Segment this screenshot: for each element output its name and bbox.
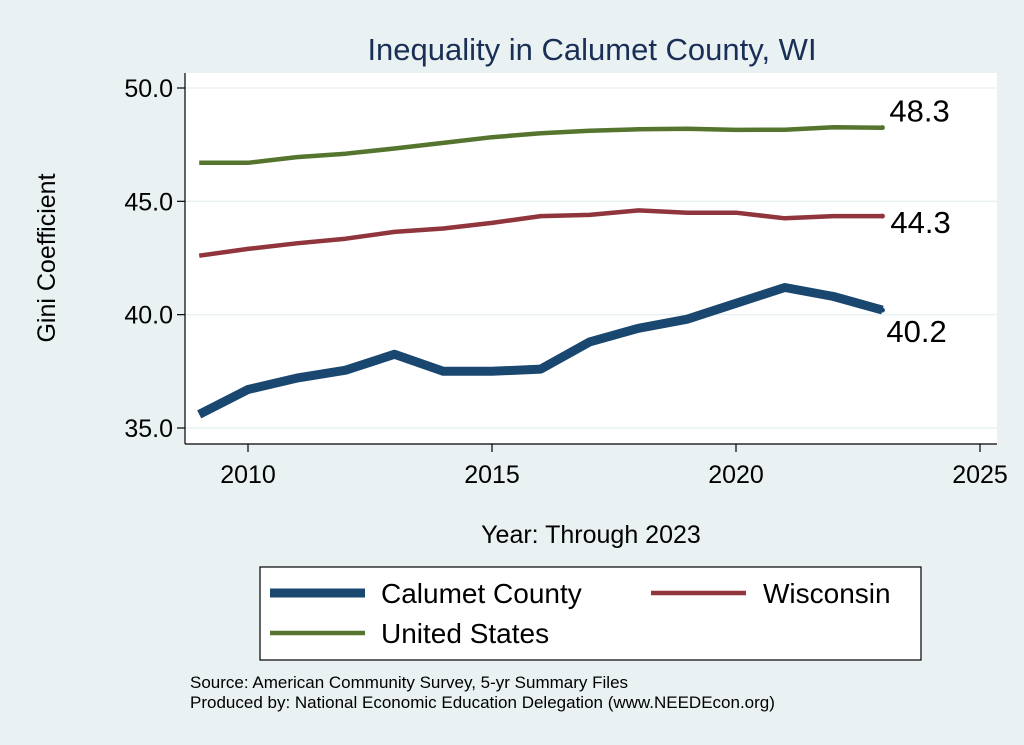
y-tick-label-2: 45.0 [124, 188, 173, 216]
series-lines [197, 124, 885, 419]
legend: Calumet County Wisconsin United States [259, 566, 922, 661]
y-tick-label-0: 35.0 [124, 415, 173, 443]
legend-label-wisconsin: Wisconsin [763, 578, 891, 609]
y-axis-title: Gini Coefficient [33, 173, 61, 342]
producer-note: Produced by: National Economic Education… [190, 693, 775, 712]
legend-label-united-states: United States [381, 618, 549, 649]
legend-box [259, 566, 922, 661]
series-end-marker-united-states [879, 125, 885, 131]
end-labels: 40.2 44.3 48.3 [886, 94, 950, 349]
series-line-united-states [199, 124, 883, 166]
legend-label-calumet-county: Calumet County [381, 578, 582, 609]
x-ticks: 2010 2015 2020 2025 [220, 444, 1008, 489]
series-line-wisconsin [198, 208, 883, 258]
axes [184, 73, 997, 445]
end-label-calumet-county: 40.2 [886, 314, 946, 349]
x-tick-label-0: 2010 [220, 461, 276, 489]
plot-area [185, 73, 997, 444]
source-note: Source: American Community Survey, 5-yr … [190, 673, 628, 692]
x-tick-label-3: 2025 [952, 461, 1008, 489]
x-tick-label-1: 2015 [464, 461, 520, 489]
y-tick-label-3: 50.0 [124, 75, 173, 103]
x-axis-title: Year: Through 2023 [481, 521, 701, 549]
series-line-calumet-county [197, 283, 884, 419]
end-label-united-states: 48.3 [889, 94, 949, 129]
end-label-wisconsin: 44.3 [890, 205, 950, 240]
x-tick-label-2: 2020 [708, 461, 764, 489]
series-end-marker-calumet-county [879, 307, 885, 313]
series-end-marker-wisconsin [879, 213, 885, 219]
chart-title: Inequality in Calumet County, WI [367, 32, 816, 67]
gridlines [185, 87, 997, 429]
y-tick-label-1: 40.0 [124, 302, 173, 330]
y-ticks: 35.0 40.0 45.0 50.0 [124, 75, 185, 443]
